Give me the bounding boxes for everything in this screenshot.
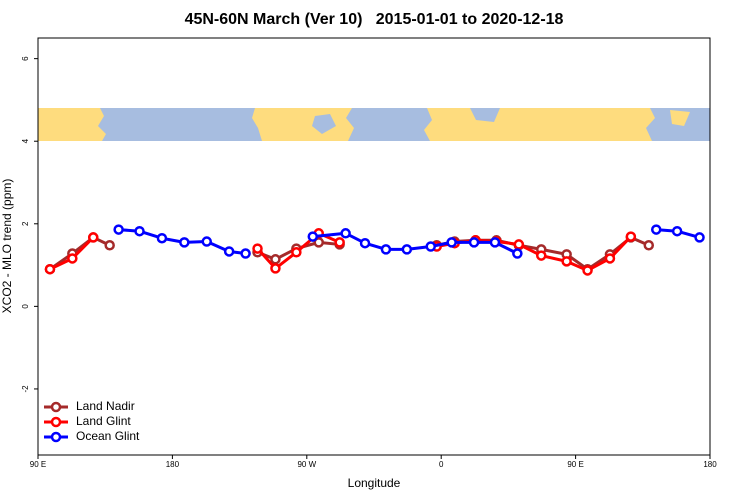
map-sea [470,108,500,122]
series-line [312,231,519,255]
x-tick-label: 180 [166,460,180,469]
y-axis-label: XCO2 - MLO trend (ppm) [0,179,14,314]
data-point [489,237,501,248]
y-tick-label: 4 [21,138,30,143]
data-point [671,225,683,237]
data-point [113,224,124,235]
data-point [134,225,145,237]
data-point [468,237,480,248]
data-point [240,248,251,259]
map-bay [312,114,336,134]
data-point [446,237,457,248]
map-land [670,110,690,126]
plot-frame [37,37,711,456]
x-tick-label: 0 [439,460,444,469]
y-tick-label: 0 [21,304,30,309]
data-point [340,228,351,239]
data-point [513,239,525,250]
data-point [359,237,371,249]
map-land [38,108,106,141]
x-axis-label: Longitude [348,476,401,490]
data-point [179,237,190,248]
data-point [625,231,637,242]
data-point [307,231,319,242]
data-point [694,232,705,243]
x-tick-label: 90 E [567,460,583,469]
data-point [201,236,212,247]
data-point [334,237,345,248]
data-point [88,232,99,243]
data-point [425,241,436,252]
data-point [270,254,281,265]
data-point [582,265,593,276]
data-point [291,247,302,258]
map-band [38,108,710,141]
data-point [604,253,616,264]
y-tick-label: 2 [21,221,30,226]
data-point [44,263,56,275]
legend-label: Land Nadir [76,399,135,413]
y-tick-label: -2 [21,385,30,393]
data-point [270,263,281,274]
x-tick-label: 90 W [297,460,316,469]
legend-marker [50,431,62,443]
map-land [424,108,655,141]
legend-label: Ocean Glint [76,429,140,443]
chart-title: 45N-60N March (Ver 10) 2015-01-01 to 202… [185,11,564,28]
data-point [401,244,413,255]
legend-label: Land Glint [76,414,131,428]
data-point [643,240,655,251]
series-line [49,235,111,271]
data-point [650,224,662,235]
data-point [512,248,523,259]
x-tick-label: 90 E [30,460,46,469]
map-land [252,108,354,141]
data-point [536,250,547,261]
legend-marker [50,416,62,428]
data-point [67,253,78,264]
data-point [561,256,572,267]
legend-marker [50,401,62,413]
data-point [156,232,168,244]
data-point [380,244,392,255]
data-point [104,240,115,251]
x-tick-label: 180 [703,460,717,469]
data-point [223,246,235,257]
data-point [252,243,263,254]
y-tick-label: 6 [21,56,30,61]
